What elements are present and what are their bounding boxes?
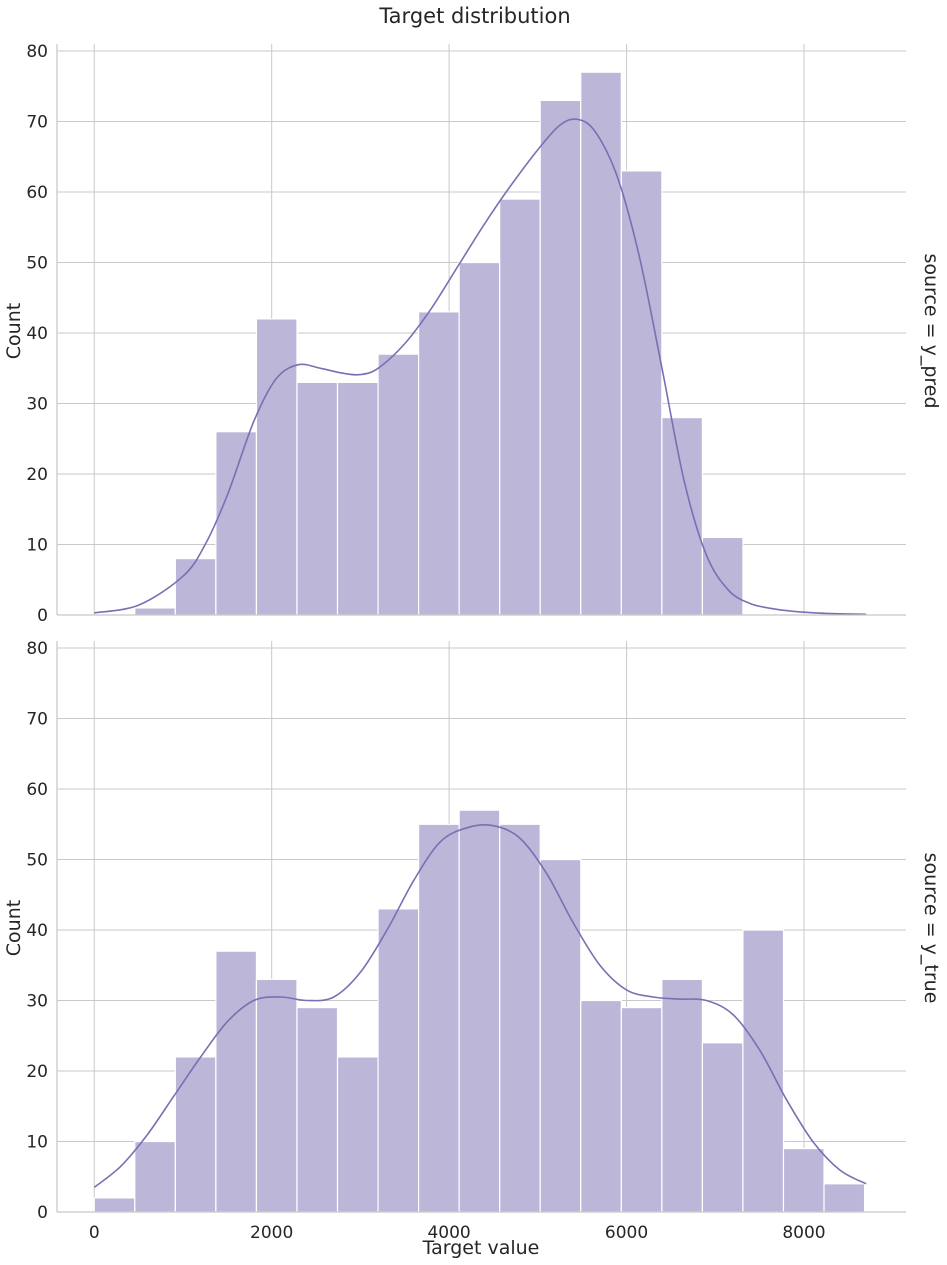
y-tick-label: 70	[26, 113, 48, 133]
histogram-bar	[661, 978, 703, 1213]
y-tick-label: 40	[26, 324, 48, 344]
histogram-bar	[539, 99, 582, 616]
y-tick-label: 10	[26, 536, 48, 556]
histogram-bar	[701, 536, 744, 616]
bars-bottom	[93, 809, 866, 1213]
histogram-bar	[93, 1197, 136, 1213]
x-axis-label: Target value	[422, 1237, 540, 1259]
histogram-bar	[580, 999, 622, 1213]
x-tick-label: 0	[89, 1223, 100, 1243]
histogram-bar	[296, 1006, 339, 1213]
histogram-bar	[580, 71, 622, 616]
histogram-bar	[458, 809, 501, 1213]
x-tick-labels: 0 2000 4000 6000 8000	[89, 1223, 826, 1243]
histogram-bar	[499, 823, 541, 1213]
histogram-bar	[782, 1147, 825, 1213]
kde-curve	[93, 824, 867, 1188]
y-tick-label: 0	[37, 1203, 48, 1223]
histogram-bar	[174, 558, 217, 616]
histogram-bar	[418, 311, 460, 616]
histogram-bar	[701, 1042, 744, 1213]
bars-top	[134, 71, 744, 616]
histogram-bar	[377, 908, 420, 1213]
y-tick-label: 20	[26, 465, 48, 485]
y-tick-label: 60	[26, 183, 48, 203]
facet-label-top: source = y_pred	[920, 253, 942, 408]
facet-bottom: 0 10 20 30 40 50 60 70 80 Count source = y_true	[3, 639, 942, 1223]
histogram-bar	[296, 381, 339, 616]
histogram-bar	[539, 858, 582, 1213]
y-tick-label: 50	[26, 851, 48, 871]
histogram-bar	[336, 381, 379, 616]
y-tick-label: 50	[26, 254, 48, 274]
histogram-bar	[215, 431, 258, 616]
y-tick-label: 10	[26, 1133, 48, 1153]
y-axis-label-top: Count	[3, 303, 25, 359]
y-tick-label: 0	[37, 606, 48, 626]
axes-bottom: 0 10 20 30 40 50 60 70 80	[26, 639, 906, 1223]
histogram-bar	[336, 1056, 379, 1213]
chart-title: Target distribution	[378, 4, 570, 28]
histogram-bar	[458, 261, 501, 616]
kde-bottom	[93, 824, 867, 1188]
x-tick-label: 2000	[250, 1223, 293, 1243]
x-tick-label: 4000	[427, 1223, 470, 1243]
y-tick-label: 30	[26, 992, 48, 1012]
histogram-bar	[742, 929, 785, 1213]
histogram-bar	[174, 1056, 217, 1213]
y-tick-label: 70	[26, 710, 48, 730]
histogram-bar	[255, 978, 298, 1213]
histogram-bar	[215, 950, 258, 1213]
y-tick-label: 60	[26, 780, 48, 800]
y-tick-label: 20	[26, 1062, 48, 1082]
histogram-bar	[620, 1006, 663, 1213]
y-tick-label: 80	[26, 639, 48, 659]
histogram-bar	[134, 1140, 176, 1213]
kde-curve	[94, 118, 867, 616]
y-tick-label: 80	[26, 42, 48, 62]
histogram-bar	[418, 823, 460, 1213]
histogram-bar	[134, 607, 176, 616]
histogram-bar	[499, 198, 541, 616]
kde-top	[94, 118, 867, 616]
histogram-bar	[823, 1183, 866, 1213]
histogram-bar	[377, 353, 420, 616]
x-tick-label: 6000	[605, 1223, 648, 1243]
axes-top: 0 10 20 30 40 50 60 70 80	[26, 42, 906, 626]
histogram-bar	[620, 170, 663, 616]
histogram-bar	[255, 318, 298, 616]
x-tick-label: 8000	[782, 1223, 825, 1243]
facet-label-bottom: source = y_true	[920, 853, 942, 1004]
y-tick-label: 40	[26, 921, 48, 941]
y-axis-label-bottom: Count	[3, 900, 25, 956]
histogram-bar	[661, 417, 703, 616]
y-tick-label: 30	[26, 395, 48, 415]
facet-top: 0 10 20 30 40 50 60 70 80 Count source = y_pred	[3, 42, 942, 626]
